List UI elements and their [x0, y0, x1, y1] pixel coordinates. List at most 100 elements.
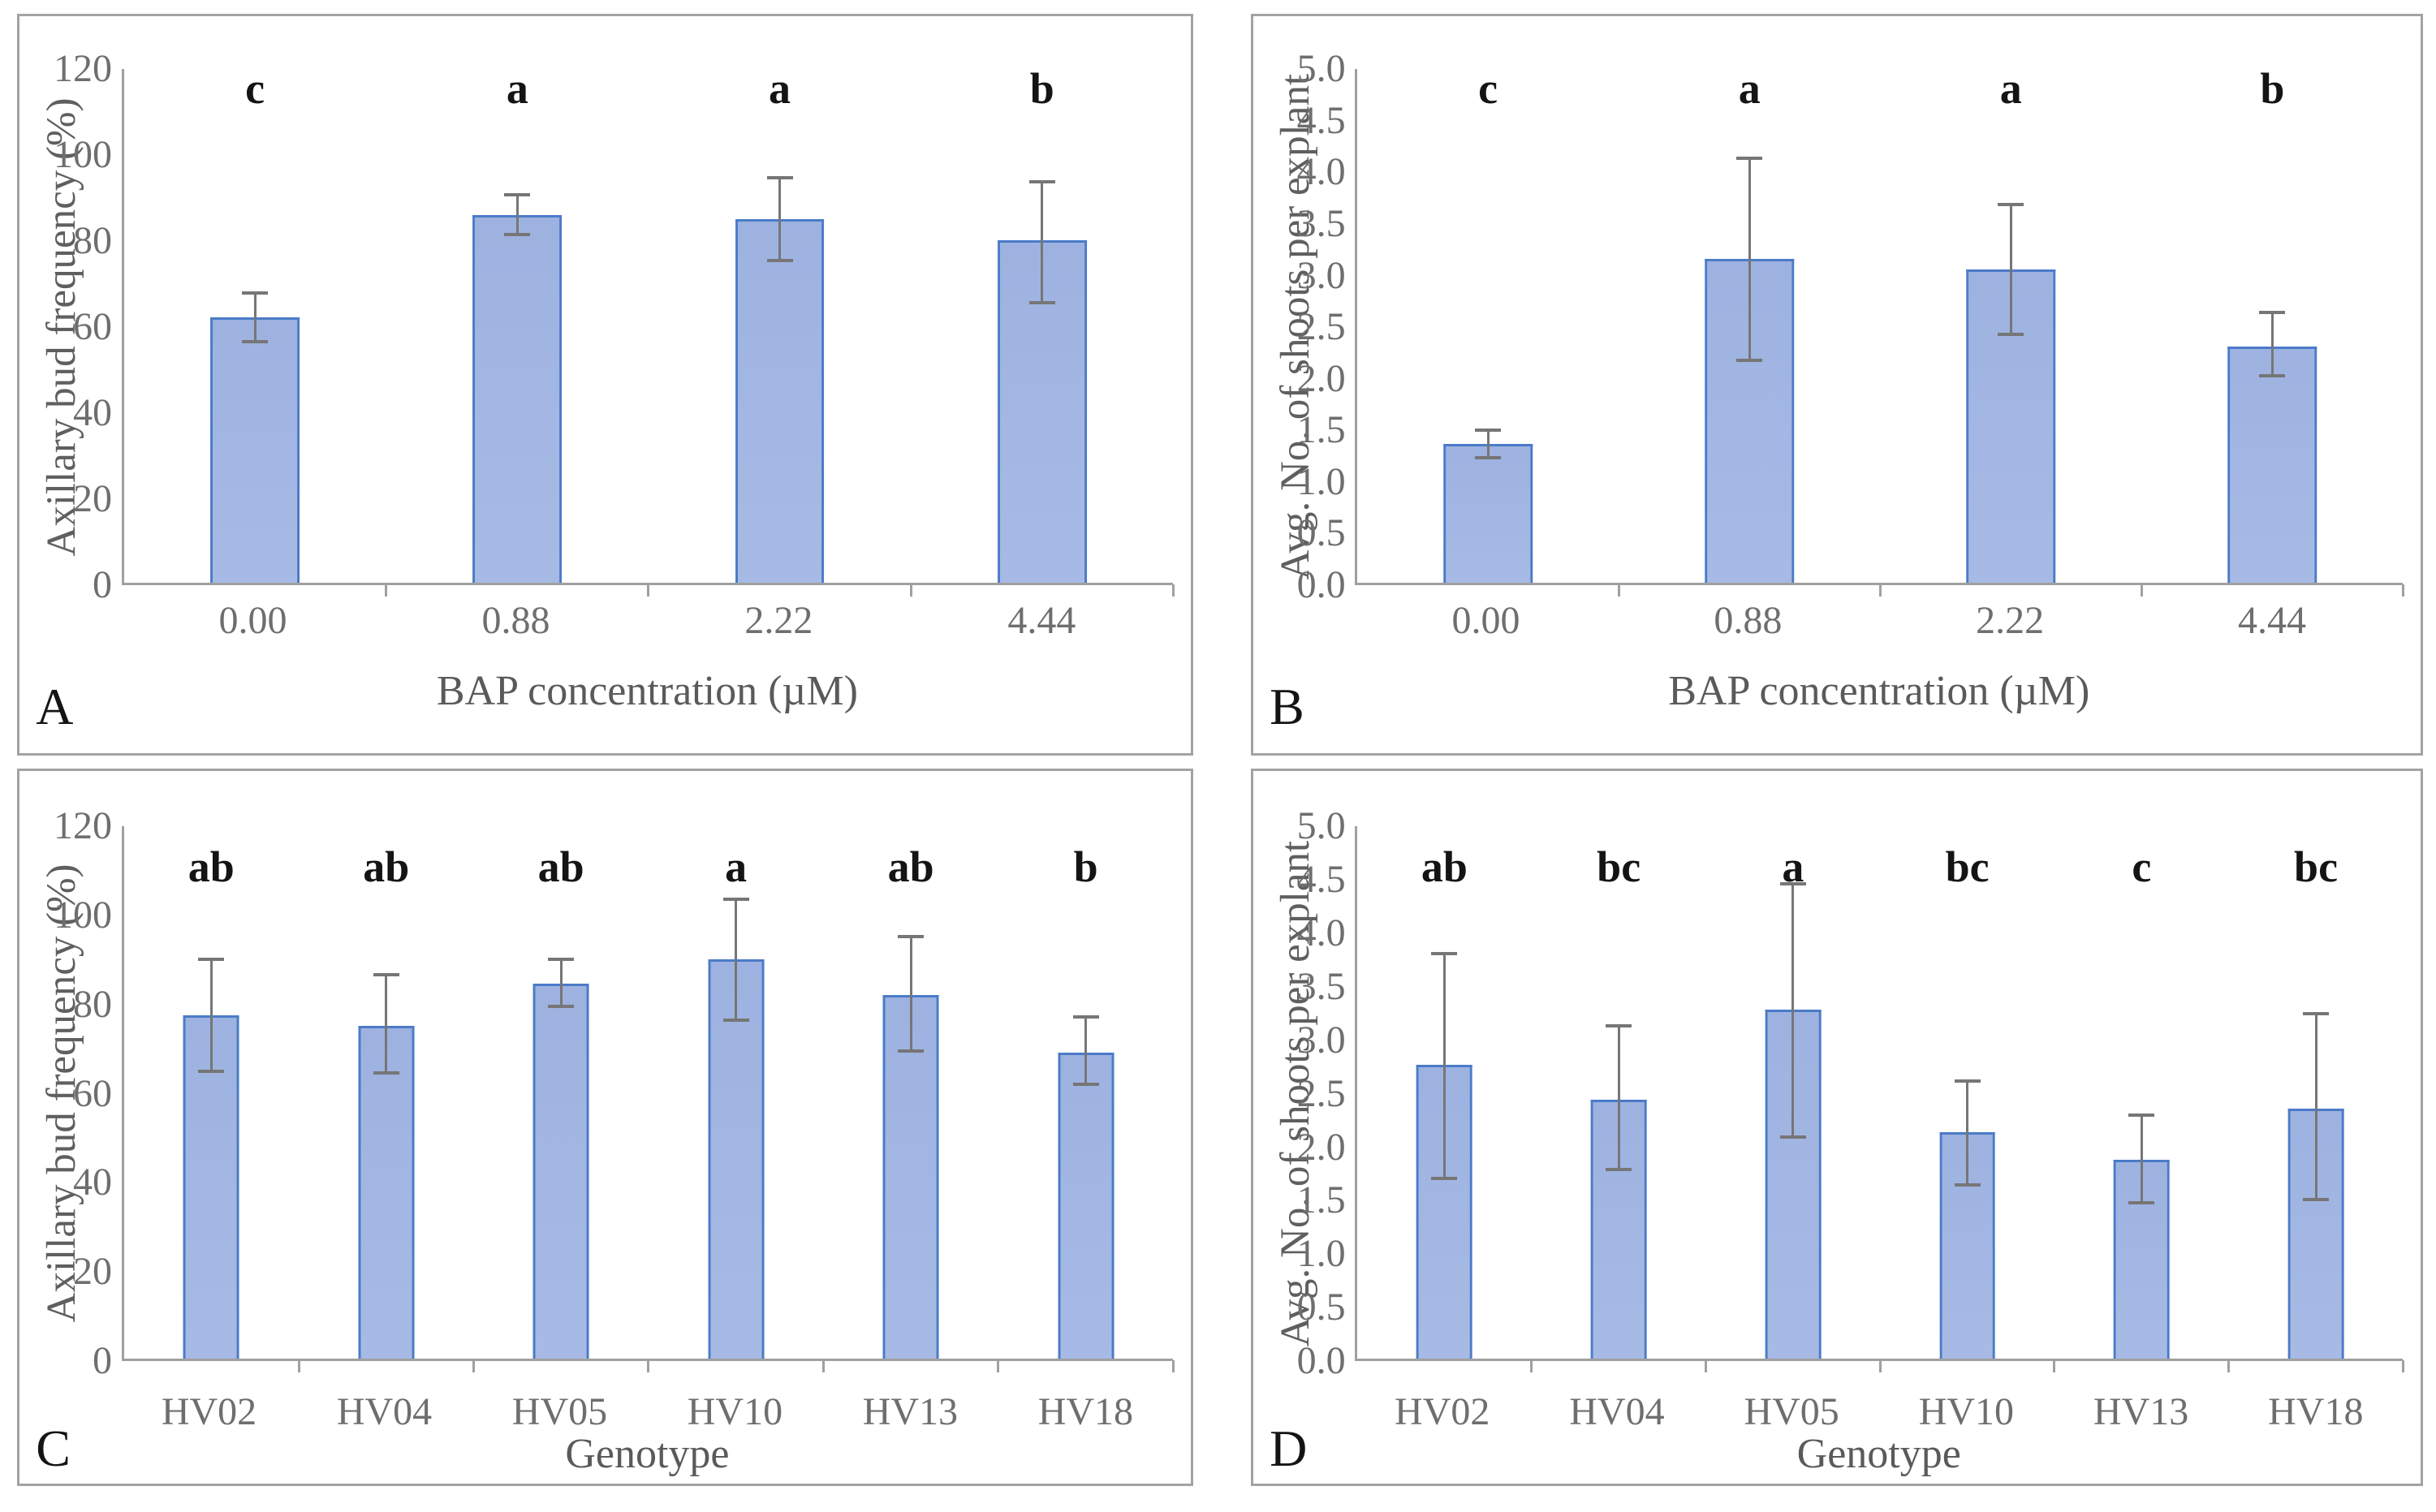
x-axis-tick [1878, 1359, 1882, 1372]
y-axis-tick-label: 20 [72, 1250, 112, 1294]
y-axis-tick-label: 1.0 [1296, 1232, 1346, 1276]
significance-letter: a [769, 64, 791, 114]
x-category-label: HV05 [1744, 1390, 1839, 1434]
x-axis-tick [821, 1359, 825, 1372]
category-group-hv10: bc [1880, 826, 2056, 1372]
x-axis-category-labels: HV02 HV04 HV05 HV10 HV13 HV18 [122, 1393, 1174, 1432]
category-group-hv04: ab [299, 826, 475, 1372]
error-bar-4.44 [2270, 310, 2274, 377]
x-category-label: HV13 [2093, 1390, 2189, 1434]
y-axis-tick-label: 3.5 [1296, 202, 1346, 246]
significance-letter: b [1073, 842, 1098, 892]
x-axis-tick [297, 1359, 300, 1372]
y-axis-tick-label: 0.0 [1296, 1338, 1346, 1382]
significance-letter: b [2260, 64, 2285, 114]
panel-letter: C [36, 1419, 71, 1478]
bar-hv18 [1058, 1053, 1115, 1359]
y-axis-tick-label: 1.5 [1296, 408, 1346, 452]
y-axis-tick-label: 1.5 [1296, 1178, 1346, 1222]
category-group-hv05: ab [473, 826, 650, 1372]
x-axis-tick [997, 1359, 1000, 1372]
category-group-4.44: b [911, 67, 1175, 597]
category-group-hv18: b [998, 826, 1175, 1372]
y-axis-tick-label: 1.0 [1296, 459, 1346, 503]
x-category-label: 0.88 [1714, 598, 1783, 642]
error-bar-hv18 [1084, 1014, 1088, 1087]
y-axis-tick-label: 5.0 [1296, 804, 1346, 848]
y-axis-tick-label: 0 [92, 562, 112, 606]
error-bar-hv10 [1966, 1079, 1969, 1187]
panel-letter: B [1270, 678, 1304, 736]
significance-letter: a [725, 842, 748, 892]
bar-0.88 [472, 214, 563, 583]
panel-c-axillary-bud-frequency-vs-genotype: Axillary bud frequency (%) 0 20 40 60 80 100 1… [17, 769, 1193, 1486]
significance-letter: ab [363, 842, 410, 892]
panel-letter: A [36, 678, 74, 736]
x-axis-tick [909, 584, 912, 597]
y-axis-tick-label: 2.0 [1296, 356, 1346, 400]
category-group-2.22: a [649, 64, 912, 597]
y-axis-tick-label: 80 [72, 219, 112, 263]
error-bar-0.00 [1486, 429, 1490, 460]
y-axis-tick-label: 3.5 [1296, 965, 1346, 1009]
category-group-hv10: a [649, 826, 825, 1372]
x-axis-tick [1171, 1359, 1175, 1372]
error-bar-2.22 [778, 176, 782, 262]
y-axis-tick-labels: 0.0 0.5 1.0 1.5 2.0 2.5 3.0 3.5 4.0 4.5 5.0 [1253, 807, 1346, 1381]
y-axis-tick-labels: 0.0 0.5 1.0 1.5 2.0 2.5 3.0 3.5 4.0 4.5 5.0 [1253, 50, 1346, 605]
panel-a-axillary-bud-frequency-vs-bap: Axillary bud frequency (%) 0 20 40 60 80 100 1… [17, 14, 1193, 756]
bar-2.22 [735, 218, 825, 583]
x-axis-tick [2401, 584, 2404, 597]
y-axis-tick-label: 4.5 [1296, 858, 1346, 902]
error-bar-hv10 [735, 897, 738, 1022]
category-group-0.88: a [386, 67, 650, 597]
category-group-0.00: c [124, 64, 388, 597]
category-group-0.88: a [1619, 67, 1882, 597]
x-category-label: HV04 [1569, 1390, 1665, 1434]
y-axis-tick-label: 100 [53, 894, 112, 937]
significance-letter: ab [887, 842, 934, 892]
y-axis-tick-label: 4.0 [1296, 150, 1346, 194]
x-category-label: 2.22 [744, 598, 813, 642]
panel-d-shoots-per-explant-vs-genotype: Avg. No. of shoots per explant 0.0 0.5 1.0… [1251, 769, 2423, 1486]
category-group-hv05: a [1706, 826, 1882, 1372]
x-axis-tick [2227, 1359, 2231, 1372]
x-axis-tick [2053, 1359, 2056, 1372]
significance-letter: bc [1945, 842, 1990, 892]
category-group-hv02: ab [1357, 826, 1533, 1372]
error-bar-hv13 [2140, 1114, 2143, 1204]
bar-hv13 [2113, 1159, 2170, 1359]
x-axis-tick [1878, 584, 1882, 597]
category-group-4.44: b [2141, 64, 2404, 597]
error-bar-hv02 [209, 957, 213, 1073]
error-bar-hv04 [385, 972, 388, 1075]
error-bar-4.44 [1041, 180, 1044, 305]
plot-area: ab ab ab a ab b [121, 826, 1175, 1372]
category-group-hv18: bc [2229, 826, 2404, 1372]
bar-4.44 [2227, 346, 2317, 583]
x-axis-tick [2401, 1359, 2404, 1372]
error-bar-0.88 [1748, 156, 1751, 362]
y-axis-tick-label: 60 [72, 1071, 112, 1115]
x-axis-tick [1705, 1359, 1708, 1372]
significance-letter: c [245, 64, 265, 114]
x-axis-title: Genotype [1796, 1430, 1961, 1477]
significance-letter: ab [537, 842, 584, 892]
x-category-label: HV18 [2268, 1390, 2364, 1434]
x-axis-tick [1617, 584, 1620, 597]
y-axis-tick-label: 120 [53, 47, 112, 91]
error-bar-hv13 [909, 935, 912, 1053]
category-group-hv04: bc [1532, 826, 1708, 1372]
error-bar-hv05 [1791, 881, 1795, 1139]
x-category-label: 0.00 [218, 598, 287, 642]
x-category-label: HV05 [511, 1390, 608, 1434]
x-category-label: HV04 [336, 1390, 433, 1434]
bar-hv10 [708, 959, 765, 1359]
x-axis-tick [647, 1359, 650, 1372]
bar-hv05 [532, 984, 589, 1359]
y-axis-tick-labels: 0 20 40 60 80 100 120 [19, 50, 112, 605]
x-axis-tick [1530, 1359, 1533, 1372]
